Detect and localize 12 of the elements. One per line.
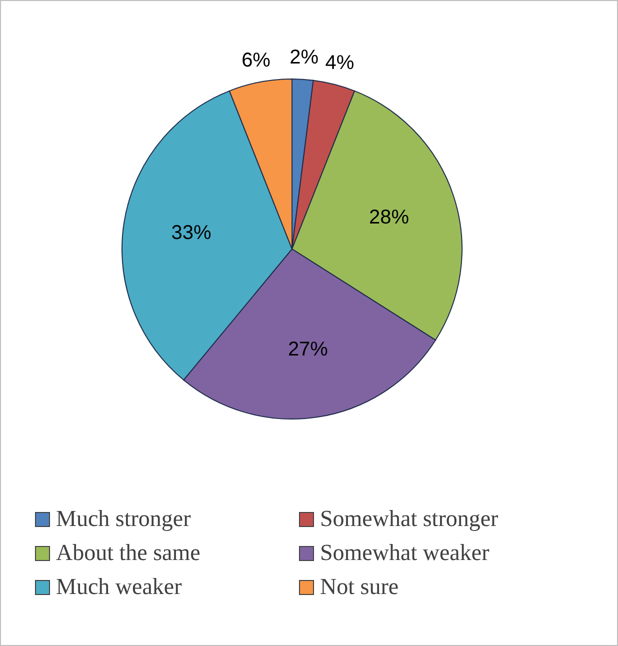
legend-label: About the same [56, 540, 200, 566]
data-label: 27% [288, 338, 328, 361]
legend-label: Somewhat weaker [320, 540, 490, 566]
legend-label: Not sure [320, 574, 399, 600]
data-label: 2% [290, 46, 319, 68]
data-label: 33% [171, 222, 212, 244]
data-label: 28% [368, 206, 410, 228]
data-label: 4% [325, 52, 354, 74]
legend-label: Somewhat stronger [320, 506, 498, 532]
legend-label: Much weaker [56, 574, 182, 600]
data-label: 6% [242, 49, 271, 72]
legend-label: Much stronger [56, 506, 191, 532]
